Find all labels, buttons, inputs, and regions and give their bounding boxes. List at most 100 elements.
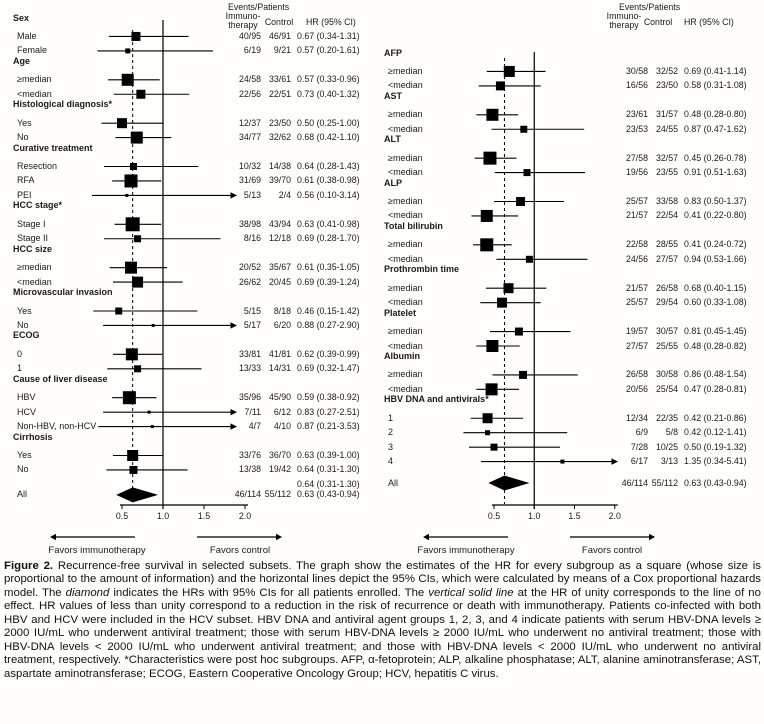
events-immunotherapy-value: 26/58 bbox=[625, 369, 648, 380]
events-immunotherapy-value: 27/57 bbox=[625, 340, 648, 351]
hr-ci-value: 0.50 (0.25-1.00) bbox=[297, 117, 360, 128]
subgroup-section-label: Curative treatment bbox=[13, 142, 93, 153]
events-immunotherapy-value: 4/7 bbox=[248, 421, 261, 432]
hr-square bbox=[497, 297, 508, 308]
hr-ci-value: 0.64 (0.31-1.30) bbox=[297, 478, 360, 489]
events-immunotherapy-value: 33/76 bbox=[238, 450, 261, 460]
subgroup-row-label: Non-HBV, non-HCV bbox=[17, 421, 97, 432]
events-immunotherapy-value: 20/52 bbox=[238, 262, 261, 273]
events-immunotherapy-value: 19/57 bbox=[625, 326, 648, 337]
subgroup-row-label: All bbox=[17, 489, 28, 500]
events-immunotherapy-value: 23/53 bbox=[625, 123, 648, 134]
events-immunotherapy-value: 46/114 bbox=[621, 477, 648, 488]
events-control-value: 45/90 bbox=[268, 392, 291, 403]
events-immunotherapy-value: 19/56 bbox=[625, 167, 648, 178]
events-control-value: 5/8 bbox=[665, 427, 678, 438]
figure-caption: Figure 2. Recurrence-free survival in se… bbox=[4, 560, 761, 681]
events-immunotherapy-value: 12/37 bbox=[238, 117, 261, 128]
hr-ci-value: 0.60 (0.33-1.08) bbox=[684, 297, 747, 308]
overall-diamond bbox=[116, 487, 159, 503]
events-control-value: 32/52 bbox=[655, 65, 678, 76]
hr-square bbox=[115, 307, 123, 315]
hr-ci-value: 0.63 (0.43-0.94) bbox=[684, 477, 747, 488]
subgroup-section-label: ALT bbox=[384, 134, 401, 145]
events-control-value: 3/13 bbox=[660, 456, 678, 467]
events-immunotherapy-value: 24/58 bbox=[238, 74, 261, 85]
subgroup-row-label: <median bbox=[388, 80, 423, 91]
hr-square bbox=[518, 370, 527, 379]
hr-ci-value: 0.67 (0.34-1.31) bbox=[297, 30, 360, 41]
events-control-value: 9/21 bbox=[273, 45, 291, 56]
events-immunotherapy-value: 6/17 bbox=[630, 456, 648, 467]
subgroup-row-label: Female bbox=[17, 45, 48, 56]
hr-ci-value: 0.83 (0.50-1.37) bbox=[684, 196, 747, 206]
events-control-value: 22/54 bbox=[655, 210, 678, 221]
subgroup-section-label: HCC size bbox=[13, 243, 53, 254]
events-immunotherapy-value: 5/17 bbox=[243, 319, 261, 330]
events-immunotherapy-value: 34/77 bbox=[238, 132, 261, 143]
events-control-value: 30/58 bbox=[655, 369, 678, 380]
caption-figure-number: Figure 2. bbox=[4, 560, 54, 572]
subgroup-section-label: Age bbox=[13, 55, 31, 66]
hr-square bbox=[520, 125, 528, 133]
ci-arrow-right bbox=[611, 458, 618, 465]
subgroup-row-label: <median bbox=[388, 167, 423, 178]
hr-square bbox=[132, 276, 144, 288]
hr-ci-value: 0.58 (0.31-1.08) bbox=[684, 80, 747, 91]
hr-square bbox=[129, 163, 137, 170]
subgroup-row-label: <median bbox=[17, 88, 52, 99]
favors-control-label: Favors control bbox=[581, 544, 643, 556]
events-immunotherapy-value: 6/19 bbox=[243, 45, 261, 56]
hr-ci-value: 0.61 (0.35-1.05) bbox=[297, 262, 360, 273]
hr-ci-value: 0.56 (0.10-3.14) bbox=[297, 189, 360, 200]
subgroup-row-label: <median bbox=[388, 210, 423, 221]
hr-square bbox=[523, 169, 531, 177]
hr-ci-value: 0.57 (0.33-0.96) bbox=[297, 74, 360, 85]
subgroup-section-label: Prothrombin time bbox=[384, 264, 460, 275]
hr-square bbox=[125, 193, 129, 197]
subgroup-row-label: Yes bbox=[17, 450, 32, 460]
hr-square bbox=[124, 174, 138, 188]
hr-square bbox=[486, 108, 499, 121]
subgroup-row-label: Yes bbox=[17, 117, 32, 128]
immunotherapy-header-line2: therapy bbox=[228, 19, 258, 30]
hr-square bbox=[125, 217, 140, 232]
events-control-value: 31/57 bbox=[655, 109, 678, 120]
hr-ci-value: 0.68 (0.40-1.15) bbox=[684, 282, 747, 293]
events-control-value: 33/61 bbox=[268, 74, 291, 85]
caption-text: Recurrence-free survival in selected sub… bbox=[4, 560, 761, 599]
events-immunotherapy-value: 8/16 bbox=[243, 233, 261, 244]
hr-square bbox=[480, 209, 493, 222]
hr-axis-tick-label: 2.0 bbox=[608, 510, 621, 521]
hr-axis-tick-label: 0.5 bbox=[487, 510, 501, 521]
subgroup-row-label: All bbox=[388, 477, 399, 488]
events-control-value: 33/58 bbox=[655, 196, 678, 206]
hr-square bbox=[483, 151, 497, 165]
hr-square bbox=[122, 391, 136, 405]
events-immunotherapy-value: 7/11 bbox=[244, 406, 261, 417]
hr-ci-value: 0.73 (0.40-1.32) bbox=[297, 88, 360, 99]
ci-arrow-right bbox=[230, 408, 237, 416]
events-control-value: 39/70 bbox=[268, 175, 291, 186]
subgroup-row-label: 1 bbox=[388, 412, 394, 423]
events-control-value: 32/57 bbox=[655, 152, 678, 163]
events-control-value: 55/112 bbox=[264, 489, 291, 500]
hr-square bbox=[486, 340, 499, 352]
subgroup-row-label: Stage II bbox=[17, 233, 49, 244]
events-immunotherapy-value: 6/9 bbox=[635, 427, 648, 438]
hr-square bbox=[125, 261, 138, 274]
subgroup-section-label: Cause of liver disease bbox=[13, 373, 108, 384]
events-control-value: 30/57 bbox=[655, 326, 678, 337]
caption-text: indicates the HRs with 95% CIs for all p… bbox=[109, 586, 429, 599]
subgroup-row-label: <median bbox=[388, 383, 423, 394]
events-immunotherapy-value: 23/61 bbox=[625, 109, 648, 120]
hr-axis-tick-label: 1.5 bbox=[568, 510, 581, 521]
subgroup-row-label: ≥median bbox=[388, 152, 423, 163]
hr-ci-value: 0.64 (0.28-1.43) bbox=[297, 161, 360, 171]
subgroup-row-label: 4 bbox=[388, 456, 394, 467]
events-control-value: 14/31 bbox=[268, 363, 291, 374]
overall-diamond bbox=[488, 475, 530, 491]
events-control-value: 28/55 bbox=[655, 239, 678, 250]
hr-ci-value: 0.69 (0.32-1.47) bbox=[297, 363, 360, 374]
hr-ci-value: 0.63 (0.41-0.98) bbox=[297, 218, 360, 229]
